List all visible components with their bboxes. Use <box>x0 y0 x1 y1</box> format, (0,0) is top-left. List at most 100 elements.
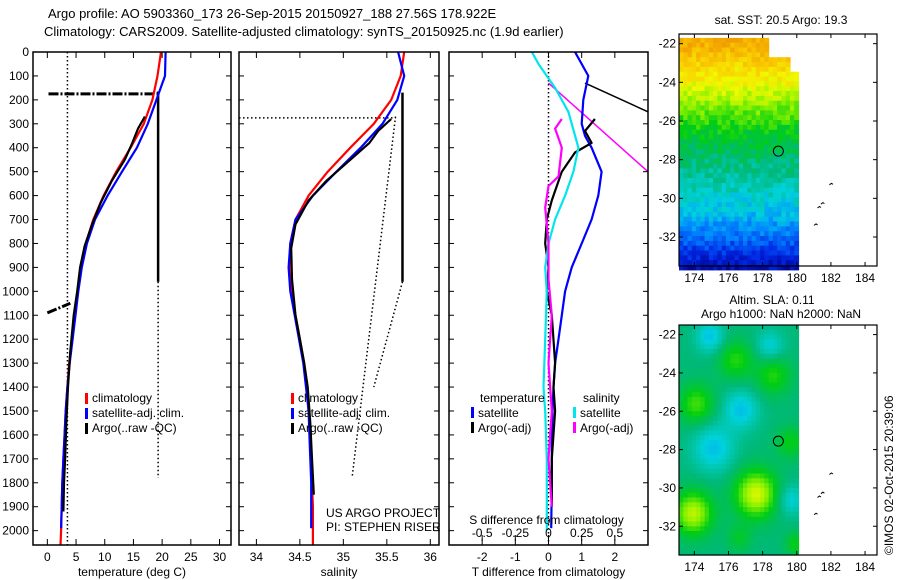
heatmap-cell <box>679 168 684 174</box>
heatmap-cell <box>743 187 748 194</box>
heatmap-cell <box>696 473 701 479</box>
heatmap-cell <box>717 464 723 470</box>
heatmap-cell <box>708 425 714 431</box>
heatmap-cell <box>755 497 761 503</box>
heatmap-cell <box>760 255 765 261</box>
heatmap-cell <box>743 382 748 388</box>
heatmap-cell <box>781 110 787 116</box>
heatmap-cell <box>777 483 782 489</box>
heatmap-cell <box>683 158 689 165</box>
heatmap-cell <box>794 231 800 237</box>
heatmap-cell <box>734 57 740 63</box>
heatmap-cell <box>734 339 740 345</box>
heatmap-cell <box>687 387 693 393</box>
heatmap-cell <box>738 392 744 398</box>
heatmap-cell <box>734 440 740 446</box>
heatmap-cell <box>789 120 795 126</box>
heatmap-cell <box>696 468 701 475</box>
heatmap-cell <box>717 411 723 417</box>
heatmap-cell <box>777 444 782 451</box>
heatmap-cell <box>772 192 778 198</box>
heatmap-cell <box>679 216 684 223</box>
heatmap-cell <box>768 95 774 102</box>
heatmap-cell <box>730 245 736 252</box>
heatmap-cell <box>738 449 744 455</box>
heatmap-cell <box>760 163 765 169</box>
heatmap-cell <box>751 197 757 203</box>
heatmap-cell <box>751 76 757 82</box>
heatmap-cell <box>679 115 684 121</box>
heatmap-cell <box>760 444 765 451</box>
heatmap-cell <box>687 47 693 53</box>
heatmap-cell <box>764 435 770 441</box>
heatmap-cell <box>781 344 787 350</box>
heatmap-cell <box>713 420 718 427</box>
heatmap-cell <box>704 464 710 470</box>
heatmap-cell <box>781 66 787 73</box>
heatmap-cell <box>708 416 714 422</box>
heatmap-cell <box>751 255 757 261</box>
heatmap-cell <box>713 144 718 150</box>
heatmap-cell <box>704 521 710 527</box>
heatmap-cell <box>691 202 697 208</box>
heatmap-cell <box>704 377 710 384</box>
heatmap-cell <box>760 516 765 523</box>
heatmap-cell <box>713 57 718 63</box>
heatmap-cell <box>785 502 791 508</box>
heatmap-cell <box>777 265 782 271</box>
heatmap-cell <box>772 250 778 256</box>
heatmap-cell <box>725 478 731 484</box>
heatmap-cell <box>764 430 770 436</box>
heatmap-cell <box>777 115 782 121</box>
heatmap-cell <box>743 52 748 58</box>
heatmap-cell <box>704 86 710 92</box>
heatmap-cell <box>679 153 684 160</box>
heatmap-cell <box>760 478 765 484</box>
heatmap-cell <box>768 387 774 393</box>
heatmap-cell <box>725 483 731 489</box>
heatmap-cell <box>755 192 761 198</box>
heatmap-cell <box>781 526 787 532</box>
heatmap-cell <box>760 158 765 165</box>
heatmap-cell <box>777 411 782 417</box>
heatmap-cell <box>738 265 744 271</box>
heatmap-cell <box>781 483 787 489</box>
heatmap-cell <box>700 382 706 388</box>
heatmap-cell <box>751 545 757 551</box>
heatmap-cell <box>734 139 740 145</box>
x-tick-label: 178 <box>753 560 773 574</box>
heatmap-cell <box>764 550 770 556</box>
heatmap-cell <box>743 231 748 237</box>
heatmap-cell <box>738 134 744 140</box>
heatmap-cell <box>704 497 710 503</box>
heatmap-cell <box>683 363 689 369</box>
heatmap-cell <box>789 211 795 218</box>
heatmap-cell <box>679 202 684 208</box>
heatmap-cell <box>721 382 727 388</box>
heatmap-cell <box>679 435 684 441</box>
heatmap-cell <box>768 168 774 174</box>
heatmap-cell <box>764 124 770 131</box>
heatmap-cell <box>777 182 782 189</box>
heatmap-cell <box>704 168 710 174</box>
heatmap-cell <box>696 344 701 350</box>
heatmap-cell <box>691 57 697 63</box>
heatmap-cell <box>679 516 684 523</box>
x-tick-label: 15 <box>127 550 141 564</box>
heatmap-cell <box>747 531 753 537</box>
heatmap-cell <box>683 425 689 431</box>
heatmap-cell <box>760 411 765 417</box>
heatmap-cell <box>687 478 693 484</box>
heatmap-cell <box>713 197 718 203</box>
heatmap-cell <box>789 216 795 223</box>
heatmap-cell <box>751 245 757 252</box>
heatmap-cell <box>708 459 714 465</box>
heatmap-cell <box>781 178 787 184</box>
heatmap-cell <box>764 396 770 403</box>
heatmap-cell <box>730 440 736 446</box>
heatmap-cell <box>794 526 800 532</box>
heatmap-cell <box>768 221 774 227</box>
heatmap-cell <box>747 416 753 422</box>
heatmap-cell <box>785 526 791 532</box>
heatmap-cell <box>696 516 701 523</box>
